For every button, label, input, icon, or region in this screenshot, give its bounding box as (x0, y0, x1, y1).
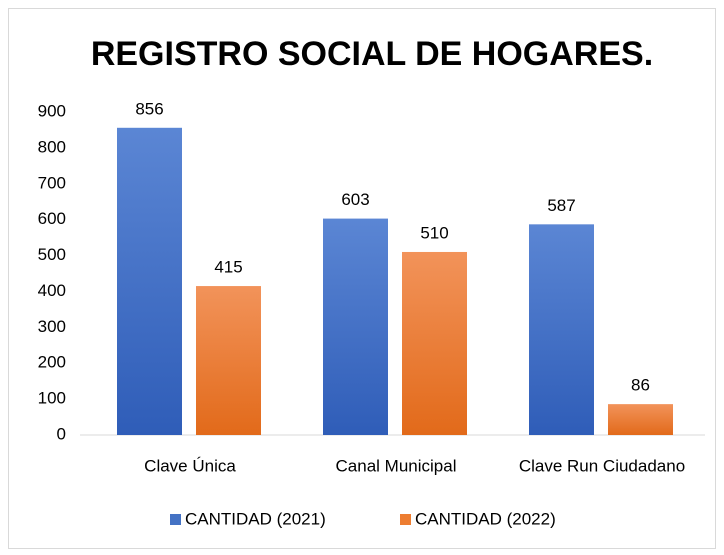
legend-swatch (400, 514, 411, 525)
bar (117, 127, 182, 436)
bar (529, 224, 594, 435)
y-tick-label: 400 (38, 281, 66, 300)
y-tick-label: 300 (38, 317, 66, 336)
legend-swatch (170, 514, 181, 525)
y-tick-label: 0 (57, 424, 66, 443)
value-label: 603 (341, 190, 369, 209)
legend-label: CANTIDAD (2021) (185, 509, 326, 528)
y-tick-label: 900 (38, 101, 66, 120)
bar (608, 404, 673, 435)
y-tick-label: 100 (38, 389, 66, 408)
x-tick-label: Clave Run Ciudadano (519, 456, 685, 475)
value-label: 86 (631, 376, 650, 395)
chart-title: REGISTRO SOCIAL DE HOGARES. (91, 35, 653, 73)
value-label: 510 (420, 223, 448, 242)
value-label: 856 (135, 99, 163, 118)
bar (196, 286, 261, 435)
y-tick-label: 500 (38, 245, 66, 264)
x-tick-label: Clave Única (144, 456, 236, 475)
x-tick-label: Canal Municipal (336, 456, 457, 475)
y-tick-label: 600 (38, 209, 66, 228)
y-tick-label: 700 (38, 173, 66, 192)
legend-label: CANTIDAD (2022) (415, 509, 556, 528)
value-label: 415 (214, 258, 242, 277)
bar (323, 218, 388, 435)
value-label: 587 (547, 196, 575, 215)
bar (402, 251, 467, 435)
y-tick-label: 800 (38, 137, 66, 156)
y-tick-label: 200 (38, 353, 66, 372)
